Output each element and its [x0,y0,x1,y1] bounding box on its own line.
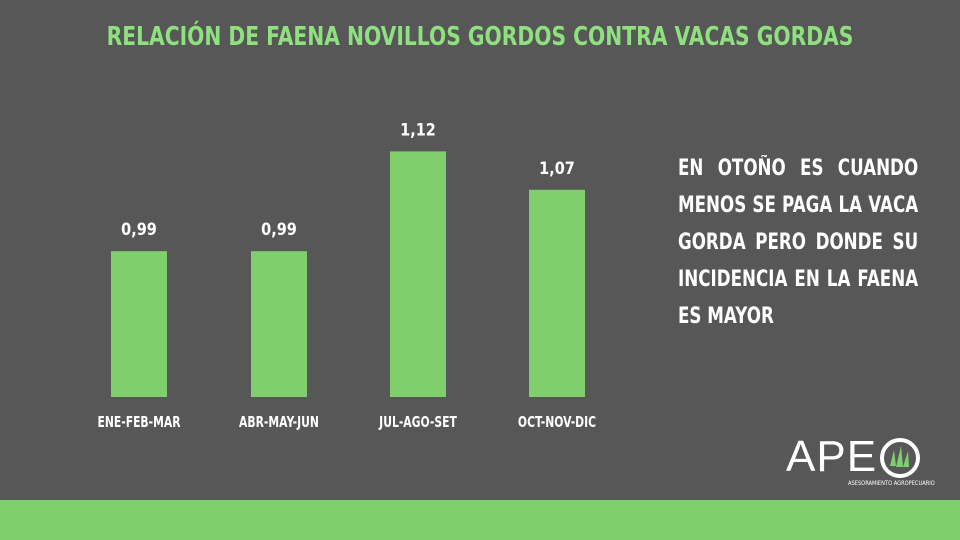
value-label: 0,99 [261,219,297,239]
annotation-text: EN OTOÑO ES CUANDO MENOS SE PAGA LA VACA… [678,156,919,329]
bar-oct-nov-dic [529,189,585,397]
ape-logo: APE ASESORAMIENTO AGROPECUARIO [786,432,935,492]
category-label: OCT-NOV-DIC [518,414,596,431]
category-label: ABR-MAY-JUN [239,414,319,431]
logo-subtitle: ASESORAMIENTO AGROPECUARIO [848,480,935,487]
value-label: 0,99 [121,219,157,239]
logo-wordmark: APE [786,432,878,481]
footer-bar [0,500,960,540]
bar-chart: 0,99 ENE-FEB-MAR 0,99 ABR-MAY-JUN 1,12 JUL-AG… [97,119,596,431]
value-label: 1,12 [400,119,436,139]
category-label: JUL-AGO-SET [378,414,457,431]
bar-ene-feb-mar [111,251,167,397]
bar-abr-may-jun [251,251,307,397]
chart-annotation: EN OTOÑO ES CUANDO MENOS SE PAGA LA VACA… [678,150,918,335]
category-label: ENE-FEB-MAR [97,414,180,431]
value-label: 1,07 [539,158,575,178]
leaf-circle-icon [880,438,920,478]
chart-title: RELACIÓN DE FAENA NOVILLOS GORDOS CONTRA… [106,22,854,52]
bar-jul-ago-set [390,151,446,397]
